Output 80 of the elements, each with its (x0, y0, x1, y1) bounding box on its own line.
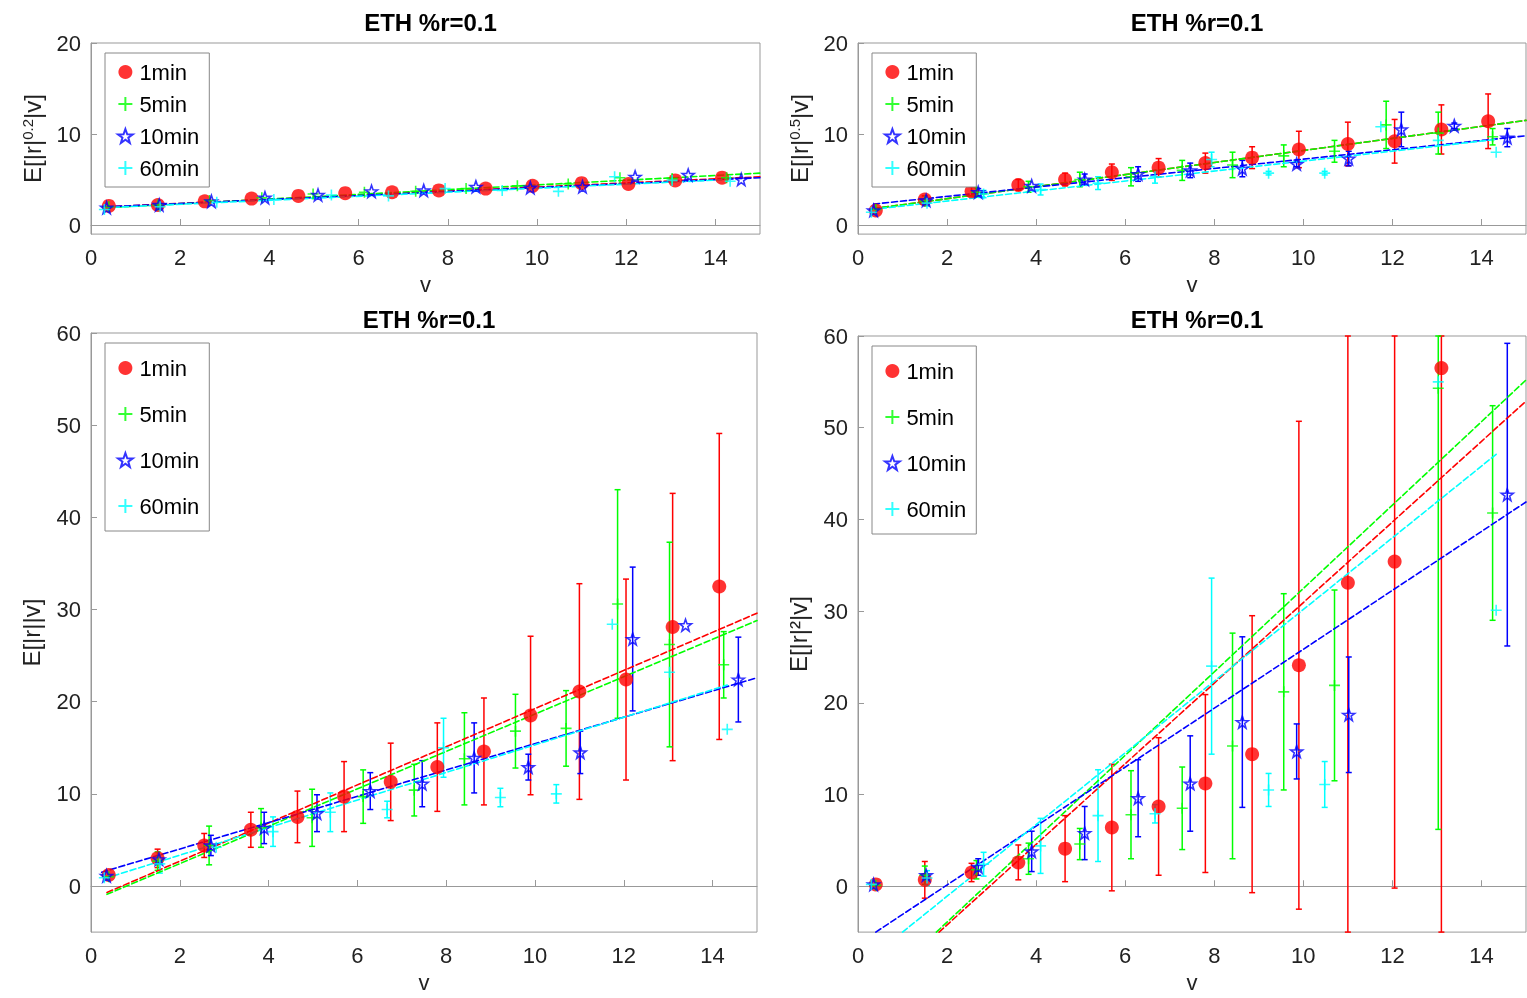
x-tick-label: 2 (174, 244, 187, 270)
x-tick-label: 6 (351, 942, 364, 968)
y-tick-label: 60 (56, 320, 81, 346)
legend-label: 10min (906, 123, 967, 149)
x-tick-label: 6 (1119, 942, 1132, 968)
legend-label: 60min (139, 155, 200, 181)
chart-title: ETH %r=0.1 (1130, 8, 1264, 36)
y-tick-label: 0 (835, 873, 848, 899)
y-tick-label: 20 (823, 690, 848, 716)
x-tick-label: 12 (1380, 942, 1405, 968)
legend-label: 1min (906, 358, 955, 384)
legend-label: 5min (139, 401, 188, 427)
x-tick-label: 8 (441, 244, 454, 270)
x-tick-label: 4 (263, 244, 276, 270)
chart-title: ETH %r=0.1 (362, 305, 496, 333)
chart-title: ETH %r=0.1 (1130, 305, 1264, 333)
y-axis-title: E[|r||v] (17, 598, 45, 667)
legend-label: 60min (906, 496, 967, 522)
y-tick-label: 40 (56, 504, 81, 530)
legend-label: 10min (139, 123, 200, 149)
x-tick-label: 14 (1469, 244, 1494, 270)
x-tick-label: 8 (1208, 942, 1221, 968)
y-tick-label: 0 (835, 212, 848, 238)
y-tick-label: 30 (56, 597, 81, 623)
y-tick-label: 0 (68, 873, 81, 899)
legend-label: 1min (139, 355, 188, 381)
x-tick-label: 6 (352, 244, 365, 270)
x-tick-label: 2 (173, 942, 186, 968)
x-tick-label: 4 (1030, 244, 1043, 270)
y-tick-label: 50 (56, 412, 81, 438)
legend-label: 1min (906, 59, 955, 85)
y-tick-label: 0 (68, 212, 81, 238)
x-axis-title: v (420, 271, 431, 297)
x-tick-label: 10 (1291, 244, 1316, 270)
y-axis-title: E[|r|0.2|v] (19, 94, 46, 183)
x-tick-label: 10 (1291, 942, 1316, 968)
x-tick-label: 12 (613, 244, 639, 270)
x-tick-label: 14 (703, 244, 728, 270)
x-tick-label: 2 (940, 244, 954, 270)
y-tick-label: 30 (823, 598, 848, 624)
y-tick-label: 10 (823, 782, 848, 808)
x-tick-label: 4 (1030, 942, 1043, 968)
legend-label: 60min (906, 155, 967, 181)
legend-label: 5min (139, 91, 188, 117)
x-tick-label: 8 (1208, 244, 1221, 270)
y-tick-label: 10 (823, 121, 848, 147)
x-tick-label: 0 (851, 942, 865, 968)
y-tick-label: 50 (823, 415, 848, 441)
x-tick-label: 10 (522, 942, 548, 968)
x-tick-label: 12 (1380, 244, 1405, 270)
x-axis-title: v (1186, 969, 1198, 995)
y-tick-label: 20 (56, 30, 81, 56)
x-tick-label: 14 (1469, 942, 1494, 968)
x-tick-label: 0 (851, 244, 865, 270)
x-tick-label: 12 (611, 942, 637, 968)
x-tick-label: 8 (440, 942, 453, 968)
x-tick-label: 2 (940, 942, 954, 968)
y-tick-label: 20 (823, 30, 848, 56)
x-axis-title: v (1186, 271, 1198, 297)
x-tick-label: 0 (84, 244, 98, 270)
chart-title: ETH %r=0.1 (364, 8, 497, 36)
x-tick-label: 14 (700, 942, 725, 968)
legend-label: 60min (139, 493, 200, 519)
y-tick-label: 60 (823, 323, 848, 349)
x-axis-title: v (418, 969, 430, 995)
legend-label: 10min (139, 447, 200, 473)
y-tick-label: 10 (56, 121, 81, 147)
y-tick-label: 20 (56, 689, 81, 715)
x-tick-label: 0 (84, 942, 98, 968)
y-tick-label: 10 (56, 781, 81, 807)
legend-label: 5min (906, 404, 955, 430)
y-axis-title: E[|r|²|v] (784, 596, 812, 673)
x-tick-label: 4 (262, 942, 275, 968)
legend-label: 10min (906, 450, 967, 476)
y-tick-label: 40 (823, 506, 848, 532)
legend-label: 5min (906, 91, 955, 117)
x-tick-label: 6 (1119, 244, 1132, 270)
x-tick-label: 10 (524, 244, 550, 270)
y-axis-title: E[|r|0.5|v] (786, 94, 813, 183)
legend-label: 1min (139, 59, 188, 85)
